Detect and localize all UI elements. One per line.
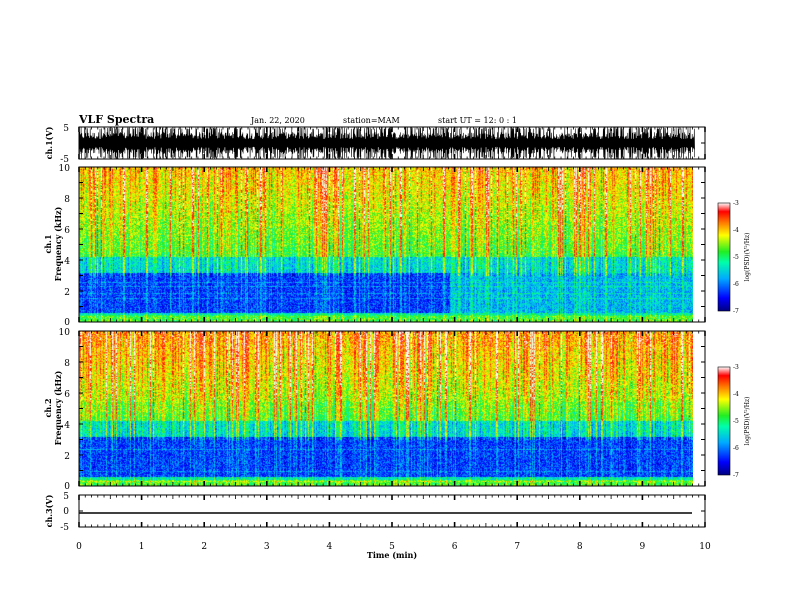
cb1-tick-m6: -6 xyxy=(733,281,739,288)
ch1-ylabel: ch.1(V) xyxy=(44,126,54,159)
ch3-ytick-bottom: -5 xyxy=(60,523,69,533)
spec2-ylabel-frequency: Frequency (kHz) xyxy=(53,370,63,445)
date-label: Jan. 22, 2020 xyxy=(250,116,305,125)
xtick-8: 8 xyxy=(577,542,583,552)
xtick-4: 4 xyxy=(327,542,333,552)
ch2-spectrogram-axis xyxy=(78,330,706,487)
cb2-tick-m3: -3 xyxy=(733,364,739,371)
spec1-ytick-8: 8 xyxy=(64,195,70,205)
xtick-0: 0 xyxy=(76,542,82,552)
cb1-tick-m7: -7 xyxy=(733,308,739,315)
colorbar-2: -3 -4 -5 -6 -7 log(PSD)(V²/Hz) xyxy=(717,364,751,479)
cb1-tick-m5: -5 xyxy=(733,254,739,261)
spec2-ytick-2: 2 xyxy=(64,452,70,462)
ch1-ytick-bottom: -5 xyxy=(60,155,69,165)
spec2-ytick-6: 6 xyxy=(64,390,70,400)
start-time-label: start UT = 12: 0 : 1 xyxy=(438,116,517,125)
cb2-tick-m7: -7 xyxy=(733,472,739,479)
ch1-ytick-top: 5 xyxy=(63,124,69,134)
xtick-2: 2 xyxy=(201,542,207,552)
ch1-waveform xyxy=(78,126,695,160)
spec2-ytick-0: 0 xyxy=(64,482,70,492)
ch1-axis-ticks xyxy=(78,127,706,159)
ch2-spectrogram-image xyxy=(79,331,693,486)
ch1-spectrogram-axis xyxy=(78,166,706,323)
cb1-tick-m4: -4 xyxy=(733,227,739,234)
x-axis-label: Time (min) xyxy=(367,550,417,560)
ch3-ytick-top: 5 xyxy=(63,492,69,502)
cb2-tick-m4: -4 xyxy=(733,391,739,398)
spec2-ytick-4: 4 xyxy=(64,421,70,431)
cb2-label: log(PSD)(V²/Hz) xyxy=(744,397,751,446)
spec1-ytick-6: 6 xyxy=(64,226,70,236)
cb1-label: log(PSD)(V²/Hz) xyxy=(744,233,751,282)
ch2-spectrogram-panel: 10 8 6 4 2 0 ch.2 Frequency (kHz) xyxy=(43,328,706,492)
cb2-tick-m6: -6 xyxy=(733,445,739,452)
station-label: station=MAM xyxy=(343,116,400,125)
ch1-waveform-panel: 5 -5 ch.1(V) xyxy=(44,124,706,165)
spec1-ylabel-channel: ch.1 xyxy=(43,234,53,253)
x-axis: 0 1 2 3 4 5 6 7 8 9 10 Time (min) xyxy=(76,542,711,560)
xtick-3: 3 xyxy=(264,542,270,552)
chart-title: VLF Spectra xyxy=(78,113,154,126)
ch1-spectrogram-image xyxy=(79,167,693,322)
xtick-7: 7 xyxy=(514,542,520,552)
ch3-axis-ticks xyxy=(78,495,706,527)
ch1-spectrogram-panel: 10 8 6 4 2 0 ch.1 Frequency (kHz) xyxy=(43,164,706,328)
xtick-5: 5 xyxy=(389,542,395,552)
spec1-ytick-2: 2 xyxy=(64,288,70,298)
spec2-ylabel-channel: ch.2 xyxy=(43,398,53,417)
xtick-10: 10 xyxy=(699,542,711,552)
xtick-1: 1 xyxy=(139,542,145,552)
spec1-ytick-10: 10 xyxy=(59,164,71,174)
colorbar-1: -3 -4 -5 -6 -7 log(PSD)(V²/Hz) xyxy=(717,200,751,315)
ch3-ytick-mid: 0 xyxy=(63,507,69,517)
spec2-ytick-10: 10 xyxy=(59,328,71,338)
cb2-tick-m5: -5 xyxy=(733,418,739,425)
cb1-tick-m3: -3 xyxy=(733,200,739,207)
xtick-9: 9 xyxy=(640,542,646,552)
spec1-ytick-0: 0 xyxy=(64,318,70,328)
xtick-6: 6 xyxy=(452,542,458,552)
spec2-ytick-8: 8 xyxy=(64,359,70,369)
spec1-ylabel-frequency: Frequency (kHz) xyxy=(53,206,63,281)
ch3-waveform-panel: 5 0 -5 ch.3(V) xyxy=(44,492,706,533)
spec1-ytick-4: 4 xyxy=(64,257,70,267)
ch3-ylabel: ch.3(V) xyxy=(44,494,54,527)
